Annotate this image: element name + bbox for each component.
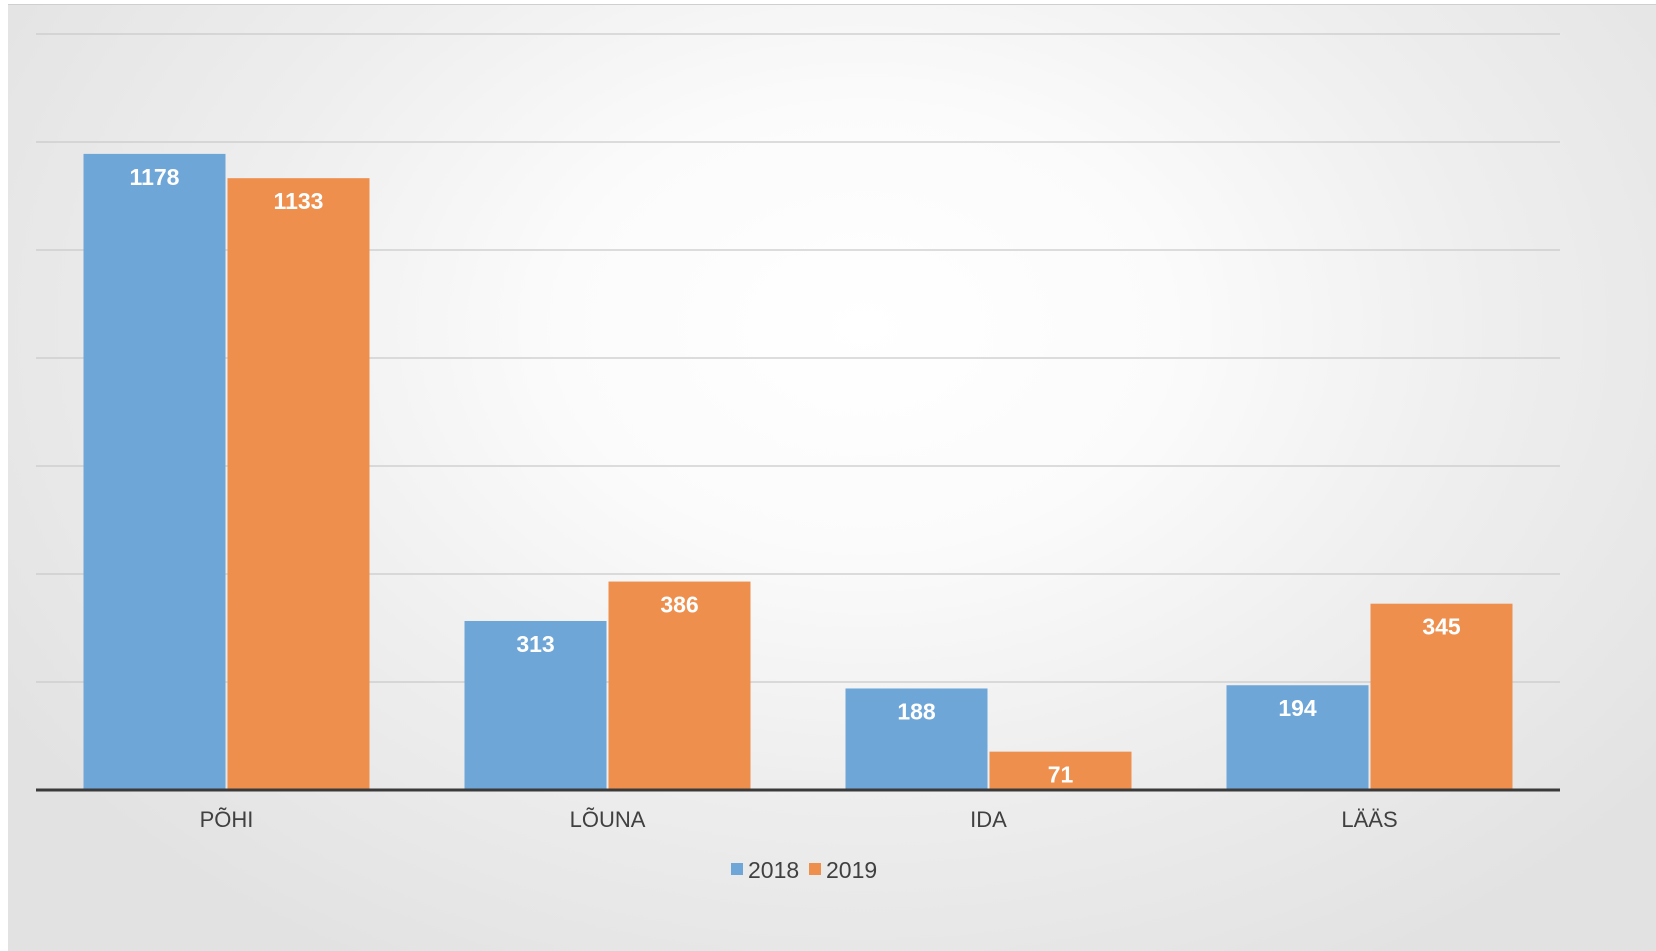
category-label: LÕUNA	[570, 807, 646, 832]
data-label: 1133	[274, 188, 324, 214]
bars	[83, 153, 1513, 789]
legend-label: 2019	[826, 857, 877, 883]
category-labels: PÕHI LÕUNA IDA LÄÄS	[200, 807, 1398, 832]
legend: 2018 2019	[731, 857, 877, 883]
category-label: PÕHI	[200, 807, 254, 832]
category-label: IDA	[970, 807, 1007, 832]
bar-chart: 1178 1133 313 386 188 71 194 345 PÕHI LÕUNA IDA LÄ…	[36, 33, 1560, 883]
legend-label: 2018	[748, 857, 799, 883]
bar-2018-2	[845, 688, 988, 789]
data-label: 71	[1048, 762, 1074, 788]
data-label: 188	[897, 698, 936, 724]
data-label: 1178	[130, 164, 180, 190]
data-label: 194	[1278, 695, 1317, 721]
legend-swatch	[731, 863, 743, 875]
bar-2019-2	[989, 751, 1132, 789]
bar-2018-0	[83, 153, 226, 789]
data-label: 345	[1422, 614, 1461, 640]
bar-2018-1	[464, 620, 607, 789]
category-label: LÄÄS	[1341, 807, 1397, 832]
bar-2019-3	[1370, 603, 1513, 789]
data-label: 386	[660, 592, 698, 618]
bar-2018-3	[1226, 685, 1369, 789]
bar-2019-0	[227, 178, 370, 789]
data-labels: 1178 1133 313 386 188 71 194 345	[130, 164, 1461, 788]
data-label: 313	[516, 631, 554, 657]
chart-frame: 1178 1133 313 386 188 71 194 345 PÕHI LÕUNA IDA LÄ…	[8, 4, 1656, 951]
bar-2019-1	[608, 581, 751, 789]
legend-swatch	[809, 863, 821, 875]
